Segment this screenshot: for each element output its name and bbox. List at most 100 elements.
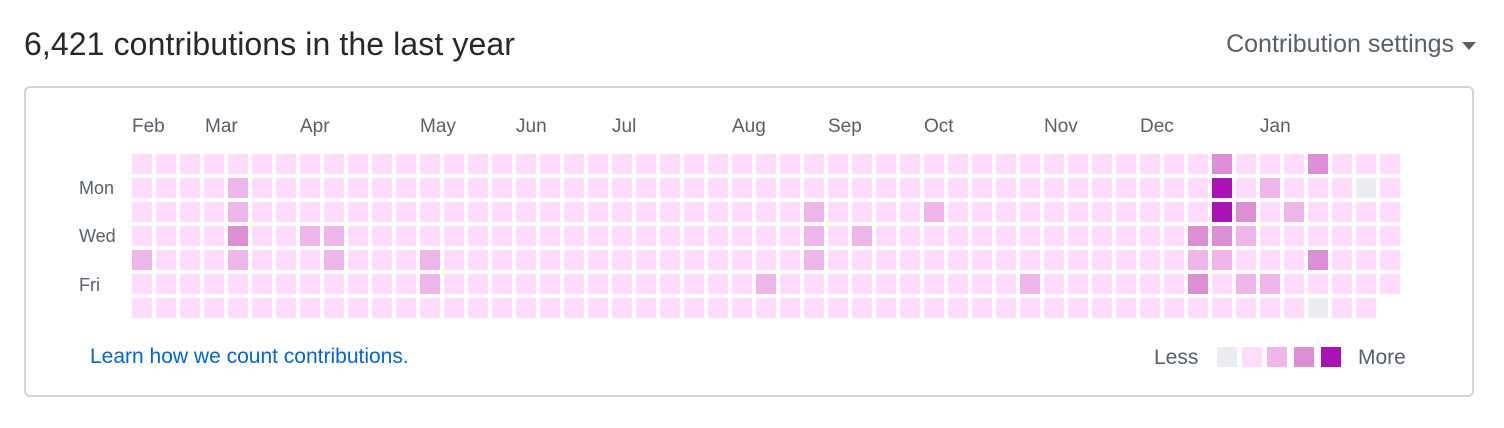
contribution-day-cell[interactable] (1116, 202, 1136, 222)
contribution-day-cell[interactable] (1188, 202, 1208, 222)
contribution-day-cell[interactable] (684, 250, 704, 270)
contribution-day-cell[interactable] (1020, 154, 1040, 174)
learn-contributions-link[interactable]: Learn how we count contributions. (90, 345, 409, 368)
contribution-day-cell[interactable] (1308, 274, 1328, 294)
contribution-day-cell[interactable] (1044, 298, 1064, 318)
contribution-day-cell[interactable] (252, 274, 272, 294)
contribution-day-cell[interactable] (588, 202, 608, 222)
contribution-day-cell[interactable] (1260, 298, 1280, 318)
contribution-day-cell[interactable] (1332, 250, 1352, 270)
contribution-day-cell[interactable] (420, 202, 440, 222)
contribution-day-cell[interactable] (972, 274, 992, 294)
contribution-day-cell[interactable] (1212, 226, 1232, 246)
contribution-day-cell[interactable] (996, 298, 1016, 318)
contribution-day-cell[interactable] (252, 250, 272, 270)
contribution-day-cell[interactable] (180, 154, 200, 174)
contribution-day-cell[interactable] (828, 202, 848, 222)
contribution-day-cell[interactable] (564, 178, 584, 198)
contribution-day-cell[interactable] (828, 250, 848, 270)
contribution-day-cell[interactable] (1092, 250, 1112, 270)
contribution-day-cell[interactable] (1020, 274, 1040, 294)
contribution-day-cell[interactable] (732, 274, 752, 294)
contribution-day-cell[interactable] (1044, 178, 1064, 198)
contribution-day-cell[interactable] (1020, 298, 1040, 318)
contribution-day-cell[interactable] (828, 226, 848, 246)
contribution-day-cell[interactable] (1308, 202, 1328, 222)
contribution-day-cell[interactable] (1164, 274, 1184, 294)
contribution-day-cell[interactable] (1308, 250, 1328, 270)
contribution-day-cell[interactable] (1188, 298, 1208, 318)
contribution-day-cell[interactable] (732, 226, 752, 246)
contribution-day-cell[interactable] (852, 274, 872, 294)
contribution-day-cell[interactable] (132, 274, 152, 294)
contribution-day-cell[interactable] (756, 202, 776, 222)
contribution-day-cell[interactable] (924, 226, 944, 246)
contribution-day-cell[interactable] (1020, 178, 1040, 198)
contribution-day-cell[interactable] (444, 250, 464, 270)
contribution-day-cell[interactable] (252, 298, 272, 318)
contribution-day-cell[interactable] (396, 202, 416, 222)
contribution-day-cell[interactable] (780, 154, 800, 174)
contribution-day-cell[interactable] (1092, 154, 1112, 174)
contribution-day-cell[interactable] (1284, 154, 1304, 174)
contribution-day-cell[interactable] (1044, 202, 1064, 222)
contribution-day-cell[interactable] (276, 298, 296, 318)
contribution-settings-dropdown[interactable]: Contribution settings (1226, 30, 1476, 59)
contribution-day-cell[interactable] (612, 298, 632, 318)
contribution-day-cell[interactable] (396, 298, 416, 318)
contribution-day-cell[interactable] (588, 154, 608, 174)
contribution-day-cell[interactable] (1260, 226, 1280, 246)
contribution-day-cell[interactable] (564, 202, 584, 222)
contribution-day-cell[interactable] (276, 178, 296, 198)
contribution-day-cell[interactable] (756, 226, 776, 246)
contribution-day-cell[interactable] (132, 298, 152, 318)
contribution-day-cell[interactable] (492, 274, 512, 294)
contribution-day-cell[interactable] (684, 298, 704, 318)
contribution-day-cell[interactable] (276, 250, 296, 270)
contribution-day-cell[interactable] (1260, 154, 1280, 174)
contribution-day-cell[interactable] (996, 202, 1016, 222)
contribution-day-cell[interactable] (828, 178, 848, 198)
contribution-day-cell[interactable] (180, 250, 200, 270)
contribution-day-cell[interactable] (1044, 154, 1064, 174)
contribution-day-cell[interactable] (756, 178, 776, 198)
contribution-day-cell[interactable] (300, 298, 320, 318)
contribution-day-cell[interactable] (300, 154, 320, 174)
contribution-day-cell[interactable] (396, 226, 416, 246)
contribution-day-cell[interactable] (492, 298, 512, 318)
contribution-day-cell[interactable] (1356, 226, 1376, 246)
contribution-day-cell[interactable] (540, 274, 560, 294)
contribution-day-cell[interactable] (828, 154, 848, 174)
contribution-day-cell[interactable] (1140, 226, 1160, 246)
contribution-day-cell[interactable] (540, 250, 560, 270)
contribution-day-cell[interactable] (588, 274, 608, 294)
contribution-day-cell[interactable] (1380, 154, 1400, 174)
contribution-day-cell[interactable] (1260, 274, 1280, 294)
contribution-day-cell[interactable] (324, 250, 344, 270)
contribution-day-cell[interactable] (348, 178, 368, 198)
contribution-day-cell[interactable] (540, 178, 560, 198)
contribution-day-cell[interactable] (1284, 298, 1304, 318)
contribution-day-cell[interactable] (492, 250, 512, 270)
contribution-day-cell[interactable] (300, 178, 320, 198)
contribution-day-cell[interactable] (324, 154, 344, 174)
contribution-day-cell[interactable] (1236, 178, 1256, 198)
contribution-day-cell[interactable] (1284, 274, 1304, 294)
contribution-day-cell[interactable] (180, 202, 200, 222)
contribution-day-cell[interactable] (660, 250, 680, 270)
contribution-day-cell[interactable] (444, 226, 464, 246)
contribution-day-cell[interactable] (1092, 226, 1112, 246)
contribution-day-cell[interactable] (1236, 298, 1256, 318)
contribution-day-cell[interactable] (444, 154, 464, 174)
contribution-day-cell[interactable] (804, 274, 824, 294)
contribution-day-cell[interactable] (1188, 226, 1208, 246)
contribution-day-cell[interactable] (540, 202, 560, 222)
contribution-day-cell[interactable] (972, 298, 992, 318)
contribution-day-cell[interactable] (444, 298, 464, 318)
contribution-day-cell[interactable] (492, 154, 512, 174)
contribution-day-cell[interactable] (804, 178, 824, 198)
contribution-day-cell[interactable] (900, 154, 920, 174)
contribution-day-cell[interactable] (612, 202, 632, 222)
contribution-day-cell[interactable] (228, 202, 248, 222)
contribution-day-cell[interactable] (684, 202, 704, 222)
